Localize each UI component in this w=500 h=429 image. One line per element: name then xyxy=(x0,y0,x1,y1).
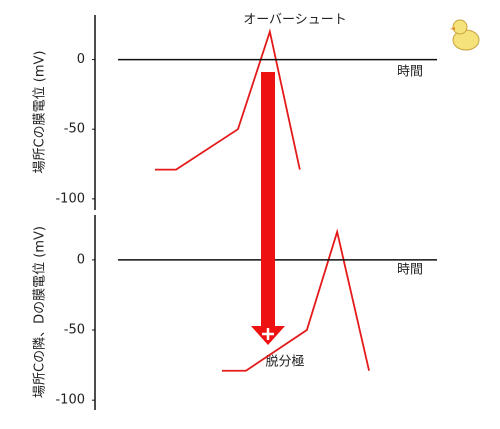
propagation-arrow xyxy=(251,72,285,345)
plus-sign xyxy=(262,328,274,340)
x-axis-label: 時間 xyxy=(397,65,423,80)
y-axis-label: 場所Cの隣、Dの膜電位 (mV) xyxy=(32,226,48,398)
chick-icon xyxy=(450,19,480,51)
annotation: オーバーシュート xyxy=(243,13,347,28)
y-tick-label: -50 xyxy=(64,122,85,137)
annotation: 脱分極 xyxy=(265,354,304,370)
y-tick-label: -50 xyxy=(64,323,85,338)
y-tick-label: -100 xyxy=(55,191,85,206)
y-tick-label: 0 xyxy=(77,252,85,267)
y-axis-label: 場所Cの膜電位 (mV) xyxy=(33,51,48,174)
y-tick-label: 0 xyxy=(77,52,85,67)
potential-line xyxy=(221,228,370,372)
y-tick-label: -100 xyxy=(55,393,85,408)
potential-line xyxy=(155,28,301,171)
x-axis-label: 時間 xyxy=(397,263,423,278)
